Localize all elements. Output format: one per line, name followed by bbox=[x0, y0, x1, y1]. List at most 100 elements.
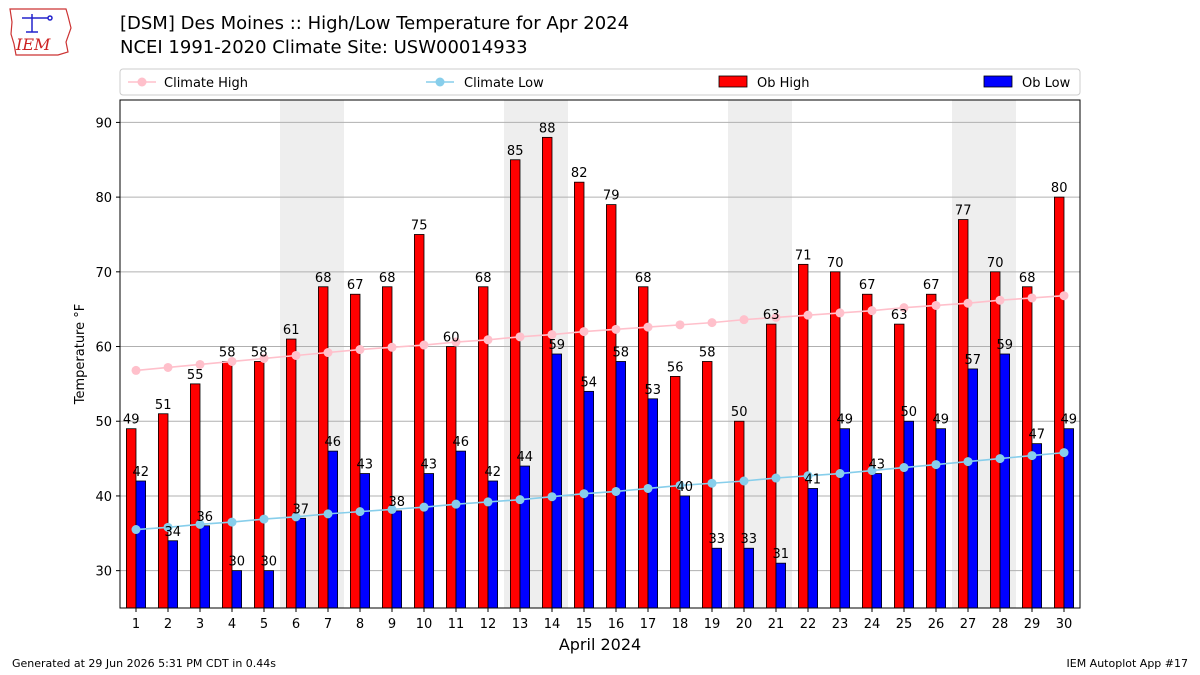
ob-low-bar-day-19 bbox=[711, 547, 723, 609]
generated-timestamp: Generated at 29 Jun 2026 5:31 PM CDT in … bbox=[12, 657, 277, 670]
ob-low-label-day-19: 33 bbox=[709, 532, 726, 547]
ob-low-label-day-3: 36 bbox=[197, 510, 214, 525]
ob-high-label-day-6: 61 bbox=[283, 323, 300, 338]
ob-low-label-day-22: 41 bbox=[805, 472, 822, 487]
y-tick-label-40: 40 bbox=[95, 490, 112, 505]
x-tick-label-23: 23 bbox=[832, 617, 849, 632]
climate-low-point-day-22 bbox=[803, 471, 813, 481]
climate-low-point-day-5 bbox=[259, 514, 269, 524]
legend-box bbox=[119, 68, 1081, 96]
ob-low-label-day-14: 59 bbox=[549, 338, 566, 353]
x-tick-label-21: 21 bbox=[768, 617, 785, 632]
climate-low-point-day-24 bbox=[867, 466, 877, 476]
ob-high-bar-day-28 bbox=[990, 271, 1001, 609]
chart-subtitle: NCEI 1991-2020 Climate Site: USW00014933 bbox=[120, 37, 528, 58]
ob-low-label-day-8: 43 bbox=[357, 458, 374, 473]
x-tick-label-4: 4 bbox=[228, 617, 236, 632]
climate-low-point-day-6 bbox=[291, 512, 301, 522]
climate-high-point-day-19 bbox=[707, 318, 717, 328]
climate-low-point-day-13 bbox=[515, 495, 525, 505]
x-tick-label-20: 20 bbox=[736, 617, 753, 632]
ob-high-label-day-17: 68 bbox=[635, 271, 652, 286]
ob-low-bar-day-29 bbox=[1031, 443, 1043, 609]
climate-low-point-day-4 bbox=[227, 517, 237, 527]
ob-high-bar-day-24 bbox=[862, 293, 873, 609]
ob-low-label-day-30: 49 bbox=[1061, 413, 1078, 428]
ob-high-bar-day-30 bbox=[1054, 196, 1065, 609]
climate-high-point-day-1 bbox=[131, 365, 141, 375]
ob-high-bar-day-12 bbox=[477, 286, 489, 609]
climate-low-point-day-29 bbox=[1027, 451, 1037, 461]
ob-low-label-day-1: 42 bbox=[133, 465, 150, 480]
ob-low-bar-day-17 bbox=[647, 398, 659, 609]
ob-high-bar-day-16 bbox=[606, 204, 617, 609]
climate-low-point-day-17 bbox=[643, 483, 653, 493]
ob-high-bar-day-17 bbox=[638, 286, 649, 609]
ob-low-bar-day-6 bbox=[295, 517, 307, 609]
y-axis-label: Temperature °F bbox=[73, 304, 88, 405]
climate-low-point-day-25 bbox=[899, 463, 909, 473]
climate-high-point-day-9 bbox=[387, 342, 397, 352]
x-tick-label-6: 6 bbox=[292, 617, 300, 632]
legend-ob-high-swatch bbox=[718, 75, 748, 88]
climate-high-point-day-22 bbox=[803, 310, 813, 320]
ob-high-label-day-20: 50 bbox=[731, 405, 748, 420]
climate-low-point-day-2 bbox=[163, 522, 173, 532]
ob-low-bar-day-24 bbox=[871, 473, 883, 609]
climate-high-point-day-24 bbox=[867, 306, 877, 316]
climate-high-point-day-25 bbox=[899, 303, 909, 313]
ob-high-bar-day-14 bbox=[542, 136, 553, 609]
ob-low-label-day-26: 49 bbox=[933, 413, 950, 428]
iem-logo: IEM bbox=[9, 8, 72, 56]
ob-high-bar-day-22 bbox=[798, 263, 809, 609]
climate-low-point-day-8 bbox=[355, 507, 365, 517]
climate-low-point-day-12 bbox=[483, 497, 493, 507]
y-tick-label-50: 50 bbox=[95, 415, 112, 430]
weekend-shade-day-6 bbox=[280, 100, 312, 608]
x-tick-label-9: 9 bbox=[388, 617, 396, 632]
ob-low-bar-day-8 bbox=[359, 473, 371, 609]
x-tick-label-30: 30 bbox=[1056, 617, 1073, 632]
ob-low-label-day-15: 54 bbox=[581, 375, 598, 390]
climate-high-point-day-8 bbox=[355, 345, 365, 355]
ob-low-bar-day-25 bbox=[903, 420, 915, 609]
x-tick-label-15: 15 bbox=[576, 617, 593, 632]
ob-low-label-day-29: 47 bbox=[1029, 428, 1046, 443]
ob-high-bar-day-15 bbox=[574, 181, 585, 609]
ob-low-bar-day-11 bbox=[455, 450, 467, 609]
ob-low-label-day-7: 46 bbox=[325, 435, 342, 450]
ob-low-bar-day-7 bbox=[327, 450, 339, 609]
x-tick-label-25: 25 bbox=[896, 617, 913, 632]
climate-low-point-day-14 bbox=[547, 492, 557, 502]
iowa-outline-shape bbox=[9, 8, 72, 56]
ob-high-label-day-2: 51 bbox=[155, 398, 172, 413]
climate-high-point-day-13 bbox=[515, 332, 525, 342]
ob-high-label-day-18: 56 bbox=[667, 360, 684, 375]
ob-low-bar-day-26 bbox=[935, 428, 947, 609]
x-tick-label-26: 26 bbox=[928, 617, 945, 632]
x-tick-label-22: 22 bbox=[800, 617, 817, 632]
ob-low-label-day-17: 53 bbox=[645, 383, 662, 398]
climate-low-point-day-26 bbox=[931, 460, 941, 470]
x-tick-label-28: 28 bbox=[992, 617, 1009, 632]
ob-high-bar-day-1 bbox=[126, 428, 137, 609]
ob-high-label-day-23: 70 bbox=[827, 256, 844, 271]
climate-low-point-day-1 bbox=[131, 525, 141, 535]
ob-low-bar-day-10 bbox=[423, 473, 435, 609]
ob-low-label-day-28: 59 bbox=[997, 338, 1014, 353]
climate-low-point-day-10 bbox=[419, 502, 429, 512]
climate-low-point-day-3 bbox=[195, 519, 205, 529]
ob-high-label-day-30: 80 bbox=[1051, 181, 1068, 196]
ob-high-bar-day-27 bbox=[958, 219, 969, 609]
ob-high-label-day-4: 58 bbox=[219, 345, 236, 360]
ob-low-bar-day-18 bbox=[679, 495, 691, 609]
ob-high-bar-day-4 bbox=[221, 361, 233, 609]
ob-high-label-day-8: 67 bbox=[347, 278, 364, 293]
ob-high-bar-day-26 bbox=[926, 293, 937, 609]
x-tick-label-27: 27 bbox=[960, 617, 977, 632]
y-tick-label-70: 70 bbox=[95, 266, 112, 281]
ob-high-label-day-26: 67 bbox=[923, 278, 940, 293]
app-label: IEM Autoplot App #17 bbox=[1066, 657, 1189, 670]
x-tick-label-19: 19 bbox=[704, 617, 721, 632]
ob-low-bar-day-12 bbox=[487, 480, 499, 609]
